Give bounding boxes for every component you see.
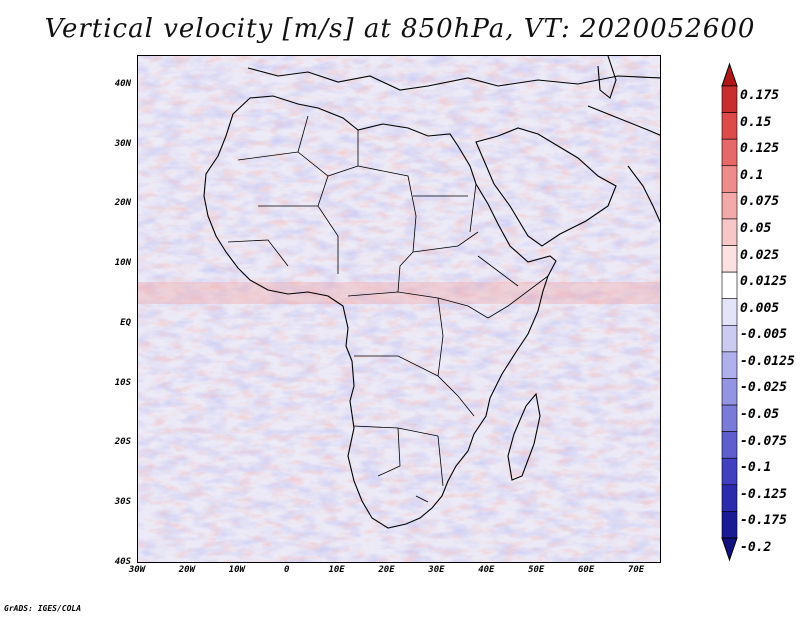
colorbar-label: 0.005 [740, 300, 780, 316]
grads-credit: GrADS: IGES/COLA [4, 604, 82, 613]
lat-tick-label: EQ [120, 317, 131, 328]
caspian-coast [597, 56, 617, 99]
colorbar-label: -0.2 [740, 540, 772, 555]
arabia-coastline [475, 127, 617, 247]
map-plot-area[interactable] [137, 55, 661, 563]
colorbar-segment [721, 85, 738, 113]
iran-coast [587, 105, 660, 136]
colorbar-segment [721, 298, 738, 326]
lon-tick-label: 60E [578, 565, 595, 575]
velocity-field-map [138, 56, 660, 562]
colorbar-label: -0.05 [740, 407, 780, 423]
colorbar-segment [721, 378, 738, 406]
colorbar-label: -0.075 [740, 433, 787, 449]
colorbar-label: -0.025 [740, 380, 787, 396]
colorbar-label: 0.075 [740, 194, 780, 210]
coastlines [203, 56, 660, 529]
itcz-band [138, 282, 660, 304]
colorbar-min-arrow [721, 537, 738, 562]
lat-tick-label: 30S [114, 497, 131, 508]
colorbar-segment [721, 511, 738, 539]
colorbar: 0.175 0.15 0.125 0.1 0.075 0.05 0.025 0.0125 0.0… [700, 62, 800, 562]
lon-tick-label: 50E [528, 565, 545, 575]
lon-tick-label: 30W [128, 565, 146, 575]
colorbar-scale [721, 62, 738, 562]
colorbar-segment [721, 404, 738, 432]
colorbar-label: 0.0125 [740, 274, 787, 290]
colorbar-label: -0.005 [740, 327, 787, 343]
colorbar-segment [721, 112, 738, 140]
lon-tick-label: 10W [228, 565, 245, 575]
lat-tick-label: 20S [114, 437, 131, 448]
colorbar-segment [721, 192, 738, 220]
colorbar-label: -0.125 [740, 486, 787, 502]
colorbar-segment [721, 324, 738, 353]
colorbar-segment [721, 245, 738, 273]
lat-tick-label: 10N [114, 258, 131, 269]
colorbar-segment [721, 484, 738, 512]
lat-tick-label: 40S [114, 557, 131, 567]
lon-tick-label: 70E [627, 565, 645, 575]
colorbar-segment [721, 431, 738, 459]
lat-tick-label: 10S [114, 377, 131, 388]
colorbar-label: -0.175 [740, 513, 787, 529]
colorbar-max-arrow [721, 62, 738, 87]
colorbar-segment [721, 138, 738, 167]
lat-tick-label: 30N [114, 138, 131, 149]
colorbar-segment [721, 271, 738, 300]
lon-tick-label: 10E [328, 565, 345, 575]
map-title: Vertical velocity [m/s] at 850hPa, VT: 2… [44, 14, 756, 44]
colorbar-label: 0.025 [740, 247, 780, 263]
field-noise-red [138, 56, 660, 562]
colorbar-label: -0.0125 [740, 353, 795, 369]
madagascar-coastline [507, 392, 541, 481]
colorbar-label: 0.05 [740, 220, 772, 236]
country-borders [227, 115, 549, 503]
lat-tick-label: 40N [114, 78, 131, 89]
colorbar-segment [721, 218, 738, 246]
colorbar-label: 0.125 [740, 141, 780, 157]
africa-coastline [203, 95, 557, 529]
india-coast [627, 165, 660, 223]
lon-tick-label: 20W [178, 565, 196, 575]
colorbar-segment [721, 457, 738, 486]
lat-tick-label: 20N [114, 198, 131, 209]
colorbar-label: 0.1 [740, 167, 764, 183]
colorbar-segment [721, 165, 738, 193]
lon-tick-label: 30E [428, 565, 445, 575]
colorbar-segment [721, 351, 738, 379]
lon-tick-label: 0 [283, 565, 290, 575]
europe-coast [247, 67, 660, 91]
colorbar-label: -0.1 [740, 460, 772, 476]
lon-tick-label: 20E [378, 565, 395, 575]
lon-tick-label: 40E [478, 565, 495, 575]
colorbar-label: 0.175 [740, 88, 780, 103]
colorbar-label: 0.15 [740, 114, 772, 130]
